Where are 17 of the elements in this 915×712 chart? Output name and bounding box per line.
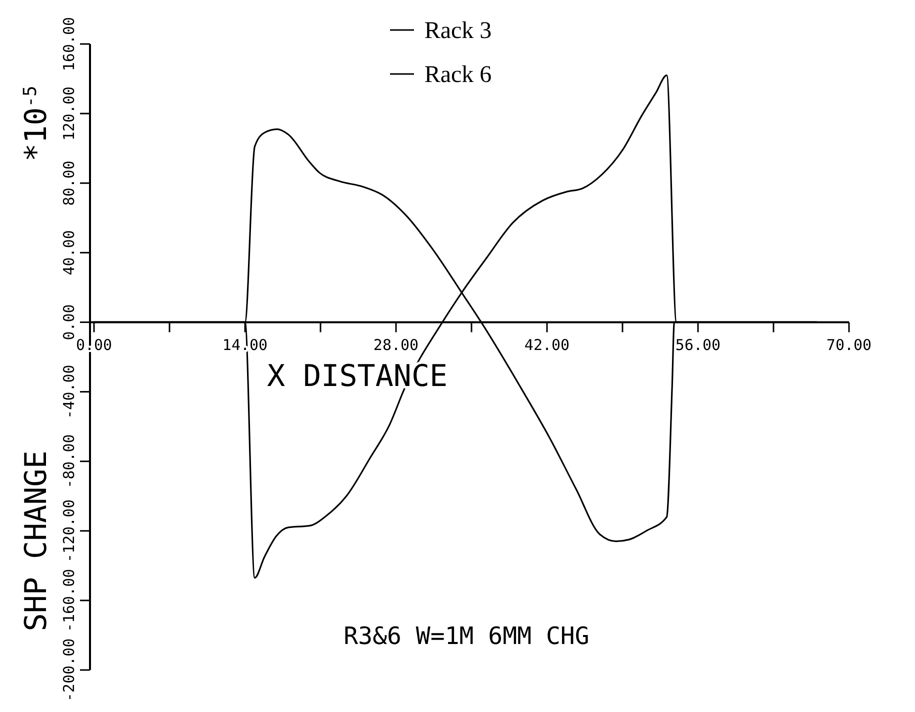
x-tick-label: 70.00 (826, 336, 872, 354)
y-tick-label: -160.00 (60, 568, 78, 632)
legend-label: Rack 6 (424, 62, 492, 88)
legend-label: Rack 3 (424, 18, 492, 44)
y-tick-label: 80.00 (60, 160, 78, 206)
y-tick-label: 120.00 (60, 86, 78, 141)
x-tick-label: 42.00 (524, 336, 570, 354)
x-tick-label: 28.00 (373, 336, 419, 354)
y-tick-label: 160.00 (60, 16, 78, 72)
text: R3&6 W=1M 6MM CHG (344, 622, 590, 650)
y-tick-label: -80.00 (60, 434, 78, 488)
y-tick-label: 40.00 (60, 230, 78, 276)
y-tick-label: -200.00 (60, 638, 78, 702)
y-axis-title: SHP CHANGE (19, 450, 54, 632)
y-tick-label: -120.00 (60, 499, 78, 562)
x-tick-label: 56.00 (675, 336, 721, 354)
y-tick-label: -40.00 (60, 364, 78, 419)
